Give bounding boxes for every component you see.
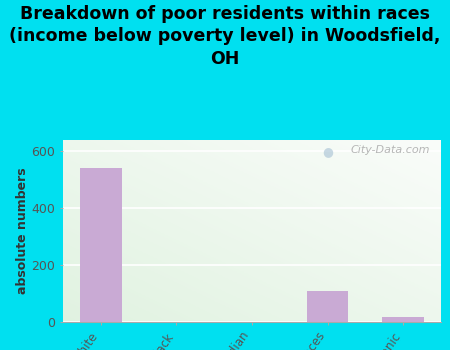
Text: ●: ● [322,146,333,159]
Bar [80,168,122,322]
Y-axis label: absolute numbers: absolute numbers [16,168,29,294]
Bar [382,317,424,322]
Text: Breakdown of poor residents within races
(income below poverty level) in Woodsfi: Breakdown of poor residents within races… [9,5,441,68]
Text: City-Data.com: City-Data.com [350,146,430,155]
Bar [307,291,348,322]
